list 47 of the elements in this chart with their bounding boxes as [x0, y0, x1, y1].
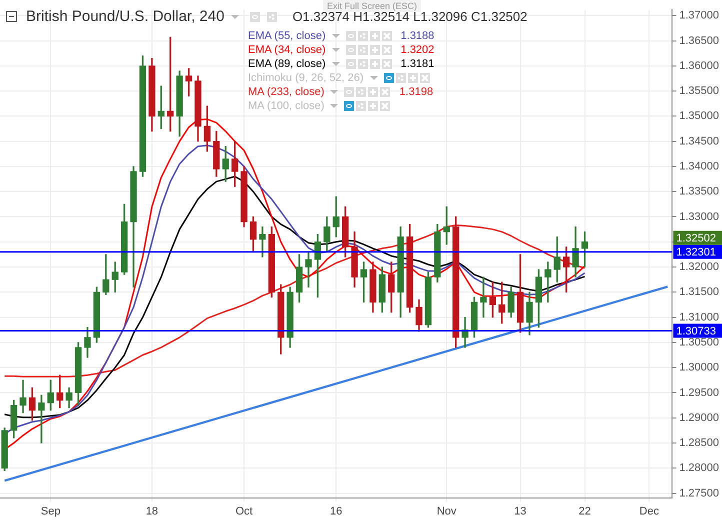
y-tick-label: 1.27500 [679, 487, 720, 500]
y-tick-label: 1.29000 [679, 412, 720, 424]
y-tick-label: 1.35500 [679, 85, 720, 98]
text: EMA (55, close) [248, 30, 326, 42]
y-tick-label: 1.28000 [679, 462, 720, 474]
y-tick-label: 1.37000 [679, 10, 720, 22]
y-tick-label: 1.29500 [679, 386, 720, 399]
ref-line-label: 1.32301 [676, 246, 716, 258]
annotation: 1.3202 [400, 44, 434, 56]
y-tick-label: 1.30500 [679, 336, 720, 348]
y-tick-label: 1.31500 [679, 286, 720, 298]
candlestick [259, 226, 266, 258]
candlestick [20, 380, 26, 414]
y-tick-label: 1.33500 [679, 186, 720, 198]
annotation: MA (100, close) [248, 100, 324, 112]
y-tick-label: 1.34000 [679, 160, 720, 172]
ref-line-label: 1.30733 [676, 325, 716, 338]
annotation: 1.3198 [399, 86, 434, 98]
y-tick-label: 1.28500 [679, 437, 720, 450]
y-tick-label: 1.32000 [679, 261, 720, 274]
y-tick-label: 1.36500 [679, 34, 720, 47]
annotation: 1.3181 [400, 58, 434, 70]
chart-title: British Pound/U.S. Dollar, 240 [26, 8, 224, 25]
annotation: Exit Full Screen (ESC) [323, 0, 422, 12]
x-tick-label: 13 [514, 505, 526, 518]
y-tick-label: 1.33000 [679, 210, 720, 223]
x-tick-label: Sep [40, 505, 60, 518]
y-tick-label: 1.36000 [679, 60, 720, 72]
candlestick [38, 394, 45, 444]
annotation: Ichimoku (9, 26, 52, 26) [248, 72, 364, 84]
annotation: 1.3188 [400, 30, 434, 42]
candlestick [480, 276, 487, 318]
x-tick-label: Dec [639, 505, 660, 518]
candlestick [544, 262, 552, 303]
text: EMA (34, close) [248, 44, 326, 56]
x-tick-label: Oct [235, 505, 253, 518]
text: EMA (89, close) [248, 58, 326, 70]
x-tick-label: Nov [436, 505, 457, 518]
x-tick-label: 22 [578, 505, 591, 518]
y-tick-label: 1.30000 [679, 362, 720, 374]
text: 1.32502 [676, 232, 716, 244]
text: MA (233, close) [248, 86, 324, 98]
y-tick-label: 1.31000 [679, 311, 720, 324]
x-tick-label: 18 [146, 505, 158, 518]
y-tick-label: 1.35000 [679, 110, 720, 122]
x-tick-label: 16 [330, 505, 342, 518]
y-tick-label: 1.34500 [679, 135, 720, 148]
